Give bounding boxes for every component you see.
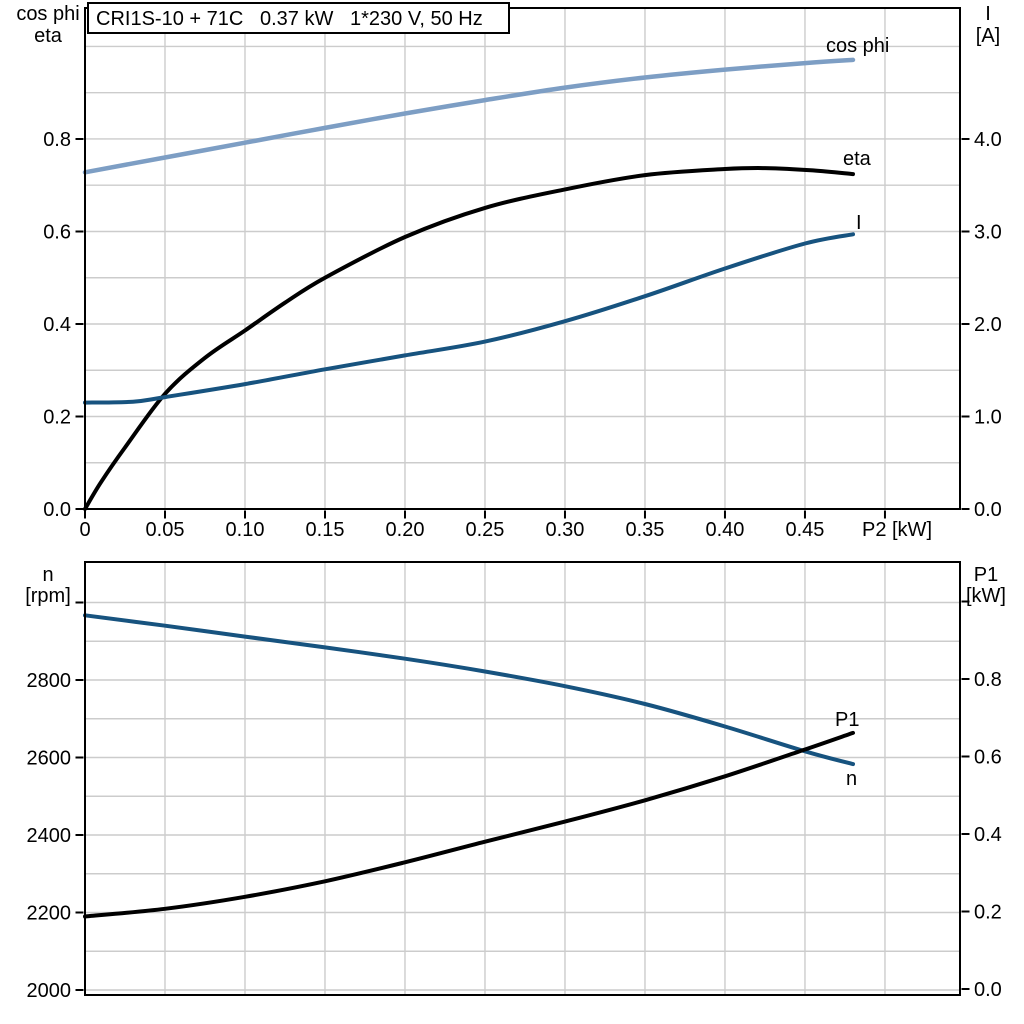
- right-axis-title: P1: [974, 564, 998, 586]
- curve-cos-phi: [82, 57, 856, 175]
- left-tick-label: 2600: [27, 747, 72, 769]
- right-axis-title: [kW]: [966, 585, 1006, 607]
- right-tick-label: 2.0: [974, 314, 1002, 336]
- title-box: [87, 2, 510, 34]
- right-tick-label: 1.0: [974, 406, 1002, 428]
- curve-label-speed: n: [846, 768, 857, 790]
- curve-label-current: I: [856, 212, 862, 234]
- left-tick-label: 0.8: [43, 129, 71, 151]
- curve-label-eta: eta: [843, 148, 872, 170]
- right-axis-title: I: [985, 3, 991, 25]
- x-tick-label: 0.25: [466, 519, 505, 541]
- x-tick-label: 0.45: [785, 519, 824, 541]
- x-axis-label: P2 [kW]: [862, 519, 932, 541]
- right-tick-label: 3.0: [974, 221, 1002, 243]
- chart-speed-power: 200022002400260028000.00.20.40.60.8n[rpm…: [25, 561, 1006, 1002]
- left-tick-label: 0.4: [43, 314, 71, 336]
- x-tick-label: 0: [79, 519, 90, 541]
- x-tick-label: 0.30: [546, 519, 585, 541]
- right-tick-label: 4.0: [974, 129, 1002, 151]
- right-tick-label: 0.6: [974, 746, 1002, 768]
- x-tick-label: 0.40: [706, 519, 745, 541]
- right-axis-title: [A]: [976, 25, 1000, 47]
- left-axis-title: cos phi: [16, 3, 79, 25]
- left-tick-label: 2800: [27, 670, 72, 692]
- left-axis-title: n: [42, 564, 53, 586]
- left-tick-label: 2400: [27, 825, 72, 847]
- left-tick-label: 0.6: [43, 221, 71, 243]
- left-tick-label: 0.0: [43, 499, 71, 521]
- plot-border: [84, 561, 961, 996]
- curve-current: [83, 232, 855, 405]
- x-tick-label: 0.15: [306, 519, 345, 541]
- x-tick-label: 0.35: [626, 519, 665, 541]
- right-tick-label: 0.8: [974, 669, 1002, 691]
- right-tick-label: 0.4: [974, 824, 1002, 846]
- left-tick-label: 0.2: [43, 406, 71, 428]
- curve-p1: [83, 730, 855, 919]
- chart-motor-electrical: 0.0 0.2 0.4 0.6 0.8 0.0 1.0 2.0 3.0 4.0 0 0.05 0.10 0…: [16, 2, 1002, 541]
- chart-title: CRI1S-10 + 71C 0.37 kW 1*230 V, 50 Hz: [96, 8, 483, 30]
- right-tick-label: 0.2: [974, 901, 1002, 923]
- curve-speed: [83, 613, 855, 767]
- left-axis-title: eta: [34, 25, 63, 47]
- x-tick-label: 0.20: [386, 519, 425, 541]
- curve-eta: [83, 166, 855, 511]
- x-tick-label: 0.05: [146, 519, 185, 541]
- right-tick-label: 0.0: [974, 979, 1002, 1001]
- x-tick-label: 0.10: [226, 519, 265, 541]
- right-tick-label: 0.0: [974, 499, 1002, 521]
- left-tick-label: 2200: [27, 902, 72, 924]
- left-tick-label: 2000: [27, 980, 72, 1002]
- curve-label-cos-phi: cos phi: [826, 35, 889, 57]
- plot-border: [84, 7, 961, 510]
- left-axis-title: [rpm]: [25, 585, 71, 607]
- curve-label-p1: P1: [835, 709, 859, 731]
